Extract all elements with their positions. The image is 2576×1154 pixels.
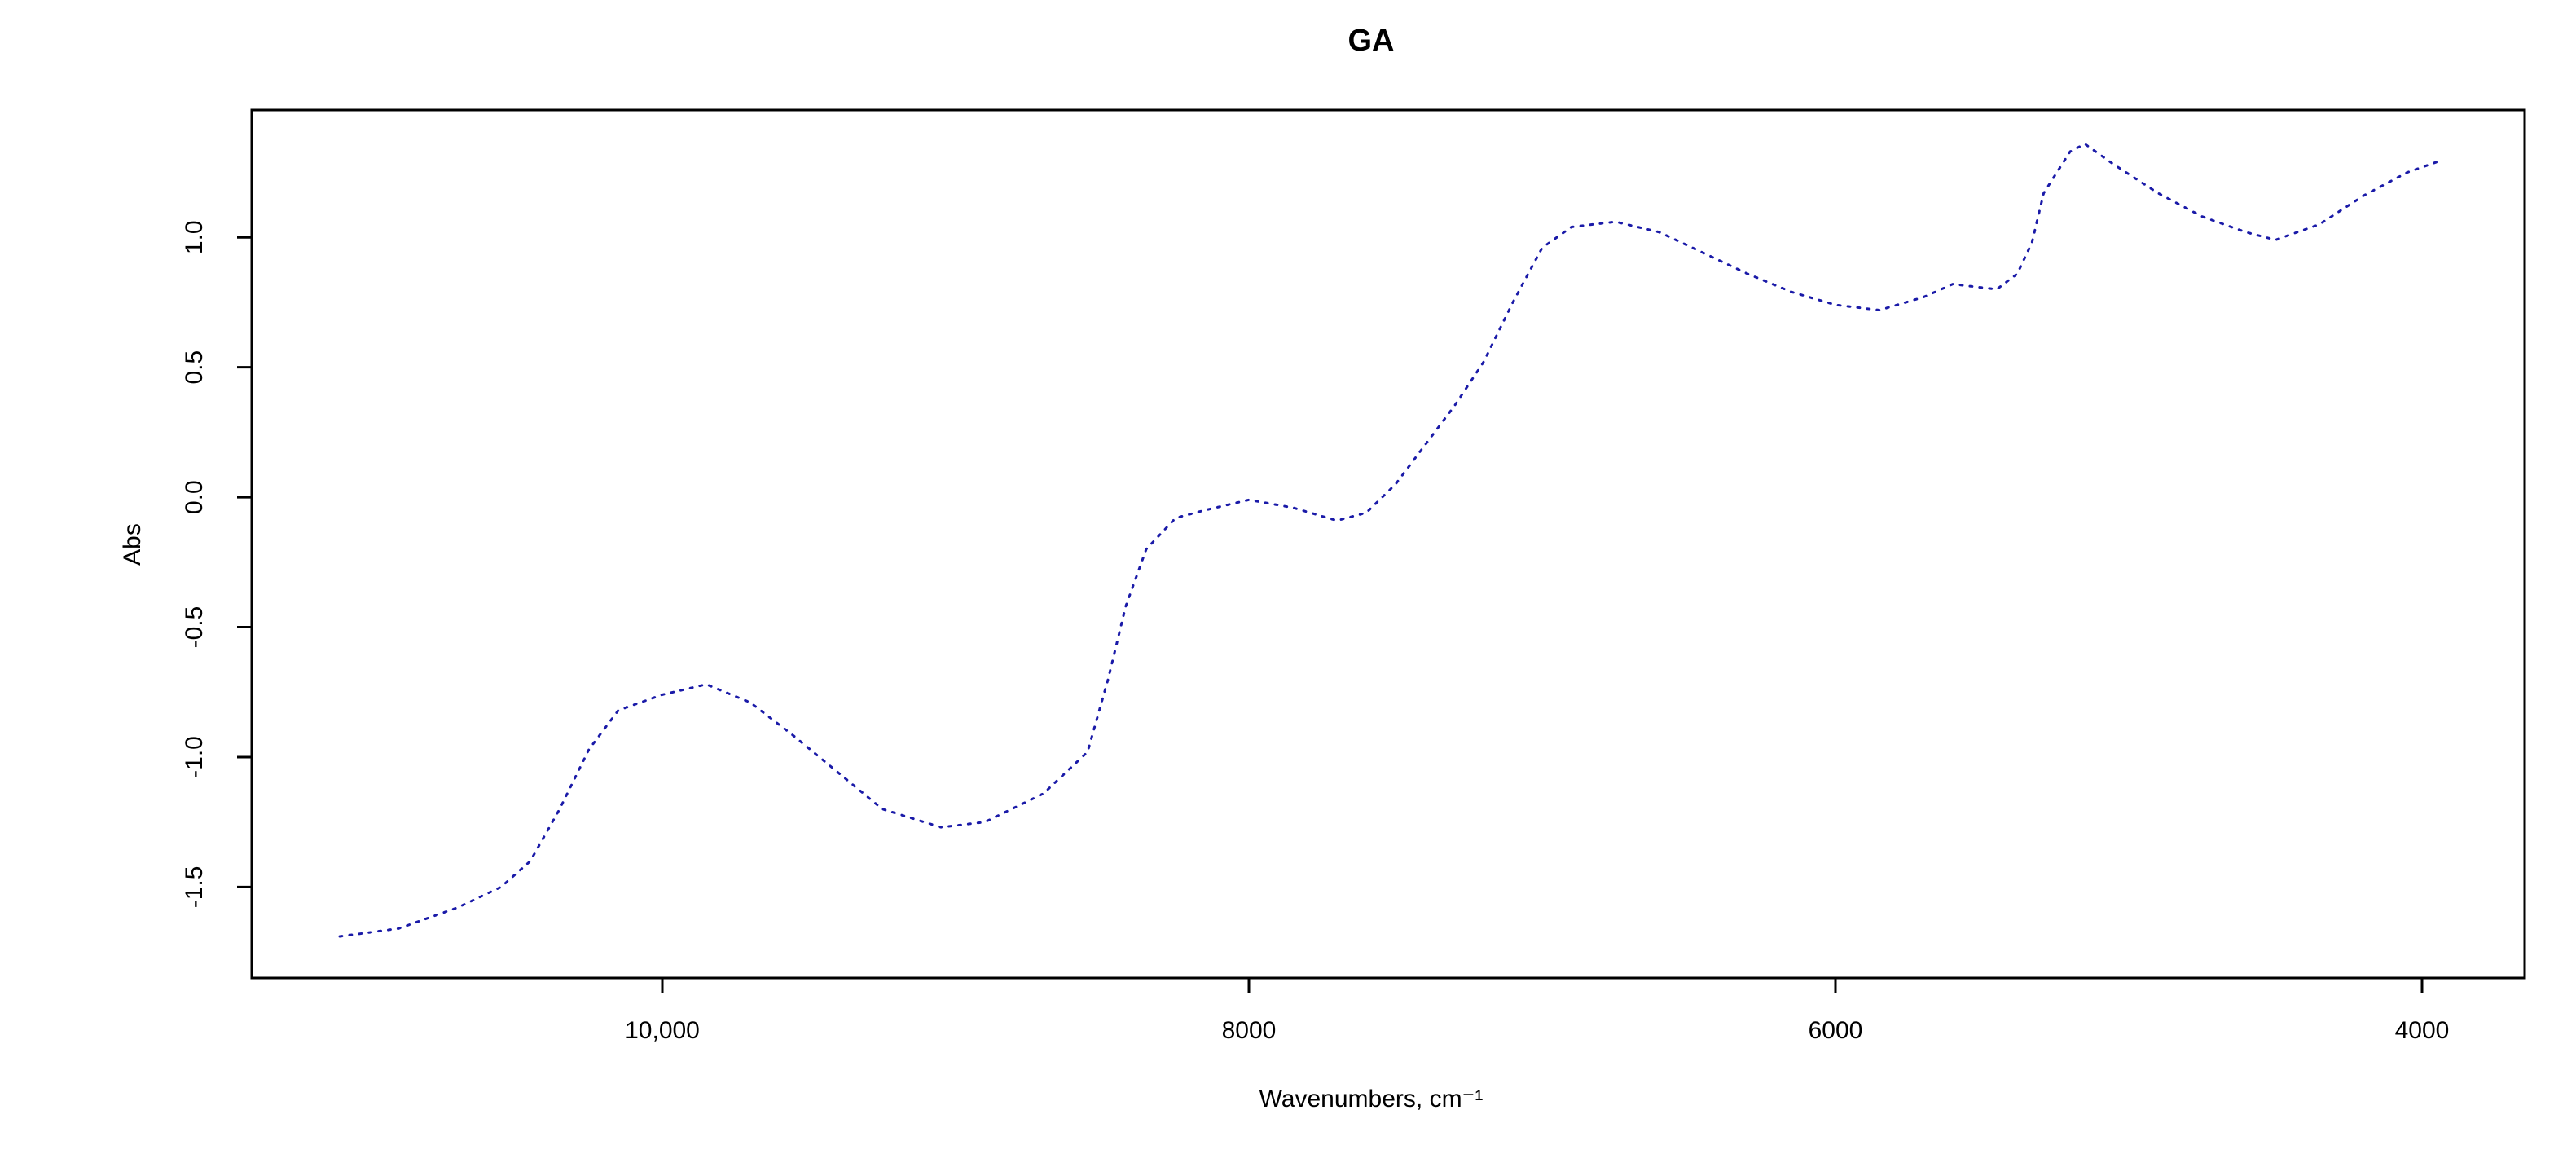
y-tick-label: -1.0 [181, 736, 208, 778]
chart-title: GA [1348, 24, 1395, 58]
y-tick-label: -0.5 [181, 606, 208, 649]
plot-area [250, 108, 2526, 980]
y-tick-label: 1.0 [181, 220, 208, 254]
y-tick-label: 0.5 [181, 350, 208, 385]
x-tick-label: 10,000 [625, 1017, 700, 1044]
x-axis: 10,000 8000 6000 4000 [625, 976, 2450, 1044]
y-axis-label: Abs [119, 523, 146, 566]
y-axis: -1.5 -1.0 -0.5 0.0 0.5 1.0 [181, 220, 253, 909]
x-axis-label: Wavenumbers, cm⁻¹ [1259, 1086, 1484, 1112]
series-layer [338, 143, 2438, 938]
series-line [338, 143, 2438, 938]
y-tick-label: -1.5 [181, 866, 208, 909]
x-tick-label: 4000 [2395, 1017, 2450, 1044]
y-tick-label: 0.0 [181, 480, 208, 514]
x-tick-label: 8000 [1222, 1017, 1277, 1044]
x-tick-label: 6000 [1809, 1017, 1863, 1044]
